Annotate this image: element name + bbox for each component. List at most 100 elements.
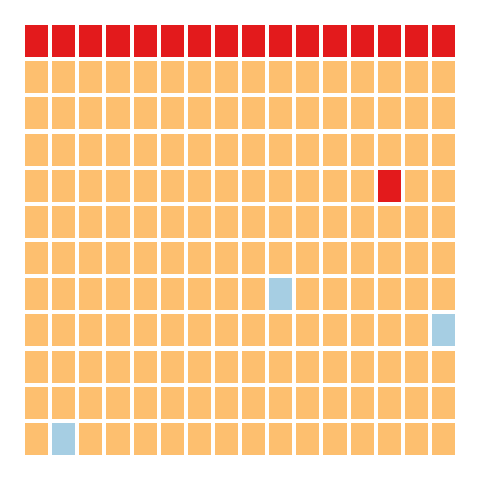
grid-cell-r1-c11[interactable] xyxy=(323,61,347,94)
grid-cell-r4-c4[interactable] xyxy=(133,169,157,202)
grid-cell-r2-c2[interactable] xyxy=(79,97,103,130)
grid-cell-r9-c7[interactable] xyxy=(214,350,238,383)
grid-cell-r3-c0[interactable] xyxy=(25,133,49,166)
grid-cell-r11-c0[interactable] xyxy=(25,422,49,455)
grid-cell-r3-c3[interactable] xyxy=(106,133,130,166)
grid-cell-r9-c8[interactable] xyxy=(242,350,266,383)
grid-cell-r7-c5[interactable] xyxy=(160,278,184,311)
grid-cell-r3-c9[interactable] xyxy=(269,133,293,166)
grid-cell-r3-c13[interactable] xyxy=(377,133,401,166)
grid-cell-r6-c15[interactable] xyxy=(431,242,455,275)
grid-cell-r1-c3[interactable] xyxy=(106,61,130,94)
grid-cell-r8-c6[interactable] xyxy=(187,314,211,347)
grid-cell-r0-c6-red[interactable] xyxy=(187,25,211,58)
grid-cell-r0-c9-red[interactable] xyxy=(269,25,293,58)
grid-cell-r11-c3[interactable] xyxy=(106,422,130,455)
grid-cell-r0-c1-red[interactable] xyxy=(52,25,76,58)
grid-cell-r9-c5[interactable] xyxy=(160,350,184,383)
grid-cell-r1-c4[interactable] xyxy=(133,61,157,94)
grid-cell-r4-c15[interactable] xyxy=(431,169,455,202)
grid-cell-r10-c8[interactable] xyxy=(242,386,266,419)
grid-cell-r10-c11[interactable] xyxy=(323,386,347,419)
grid-cell-r7-c11[interactable] xyxy=(323,278,347,311)
grid-cell-r8-c10[interactable] xyxy=(296,314,320,347)
grid-cell-r3-c11[interactable] xyxy=(323,133,347,166)
grid-cell-r4-c10[interactable] xyxy=(296,169,320,202)
grid-cell-r4-c12[interactable] xyxy=(350,169,374,202)
grid-cell-r6-c5[interactable] xyxy=(160,242,184,275)
grid-cell-r10-c10[interactable] xyxy=(296,386,320,419)
grid-cell-r3-c12[interactable] xyxy=(350,133,374,166)
grid-cell-r5-c11[interactable] xyxy=(323,205,347,238)
grid-cell-r1-c13[interactable] xyxy=(377,61,401,94)
grid-cell-r1-c9[interactable] xyxy=(269,61,293,94)
grid-cell-r11-c13[interactable] xyxy=(377,422,401,455)
grid-cell-r6-c12[interactable] xyxy=(350,242,374,275)
grid-cell-r10-c9[interactable] xyxy=(269,386,293,419)
grid-cell-r11-c10[interactable] xyxy=(296,422,320,455)
grid-cell-r1-c10[interactable] xyxy=(296,61,320,94)
grid-cell-r4-c14[interactable] xyxy=(404,169,428,202)
grid-cell-r3-c7[interactable] xyxy=(214,133,238,166)
grid-cell-r5-c3[interactable] xyxy=(106,205,130,238)
grid-cell-r5-c9[interactable] xyxy=(269,205,293,238)
grid-cell-r7-c0[interactable] xyxy=(25,278,49,311)
grid-cell-r10-c4[interactable] xyxy=(133,386,157,419)
grid-cell-r2-c1[interactable] xyxy=(52,97,76,130)
grid-cell-r11-c2[interactable] xyxy=(79,422,103,455)
grid-cell-r10-c1[interactable] xyxy=(52,386,76,419)
grid-cell-r7-c8[interactable] xyxy=(242,278,266,311)
grid-cell-r7-c15[interactable] xyxy=(431,278,455,311)
grid-cell-r9-c12[interactable] xyxy=(350,350,374,383)
grid-cell-r3-c15[interactable] xyxy=(431,133,455,166)
grid-cell-r7-c4[interactable] xyxy=(133,278,157,311)
grid-cell-r8-c3[interactable] xyxy=(106,314,130,347)
grid-cell-r8-c2[interactable] xyxy=(79,314,103,347)
grid-cell-r4-c13-red[interactable] xyxy=(377,169,401,202)
grid-cell-r2-c4[interactable] xyxy=(133,97,157,130)
grid-cell-r4-c0[interactable] xyxy=(25,169,49,202)
grid-cell-r8-c9[interactable] xyxy=(269,314,293,347)
grid-cell-r10-c2[interactable] xyxy=(79,386,103,419)
grid-cell-r11-c7[interactable] xyxy=(214,422,238,455)
grid-cell-r3-c6[interactable] xyxy=(187,133,211,166)
grid-cell-r1-c15[interactable] xyxy=(431,61,455,94)
grid-cell-r0-c15-red[interactable] xyxy=(431,25,455,58)
grid-cell-r1-c8[interactable] xyxy=(242,61,266,94)
grid-cell-r10-c3[interactable] xyxy=(106,386,130,419)
grid-cell-r1-c14[interactable] xyxy=(404,61,428,94)
grid-cell-r2-c14[interactable] xyxy=(404,97,428,130)
grid-cell-r4-c2[interactable] xyxy=(79,169,103,202)
grid-cell-r4-c1[interactable] xyxy=(52,169,76,202)
grid-cell-r5-c5[interactable] xyxy=(160,205,184,238)
grid-cell-r11-c11[interactable] xyxy=(323,422,347,455)
grid-cell-r2-c11[interactable] xyxy=(323,97,347,130)
grid-cell-r0-c8-red[interactable] xyxy=(242,25,266,58)
grid-cell-r1-c5[interactable] xyxy=(160,61,184,94)
grid-cell-r7-c1[interactable] xyxy=(52,278,76,311)
grid-cell-r10-c13[interactable] xyxy=(377,386,401,419)
grid-cell-r2-c12[interactable] xyxy=(350,97,374,130)
grid-cell-r10-c7[interactable] xyxy=(214,386,238,419)
grid-cell-r0-c12-red[interactable] xyxy=(350,25,374,58)
grid-cell-r2-c8[interactable] xyxy=(242,97,266,130)
grid-cell-r6-c8[interactable] xyxy=(242,242,266,275)
grid-cell-r0-c14-red[interactable] xyxy=(404,25,428,58)
grid-cell-r2-c3[interactable] xyxy=(106,97,130,130)
grid-cell-r0-c4-red[interactable] xyxy=(133,25,157,58)
grid-cell-r5-c15[interactable] xyxy=(431,205,455,238)
grid-cell-r6-c3[interactable] xyxy=(106,242,130,275)
grid-cell-r4-c6[interactable] xyxy=(187,169,211,202)
grid-cell-r4-c8[interactable] xyxy=(242,169,266,202)
grid-cell-r2-c0[interactable] xyxy=(25,97,49,130)
grid-cell-r0-c2-red[interactable] xyxy=(79,25,103,58)
grid-cell-r6-c2[interactable] xyxy=(79,242,103,275)
grid-cell-r7-c6[interactable] xyxy=(187,278,211,311)
grid-cell-r9-c4[interactable] xyxy=(133,350,157,383)
grid-cell-r0-c10-red[interactable] xyxy=(296,25,320,58)
grid-cell-r9-c2[interactable] xyxy=(79,350,103,383)
grid-cell-r9-c0[interactable] xyxy=(25,350,49,383)
grid-cell-r8-c12[interactable] xyxy=(350,314,374,347)
grid-cell-r6-c4[interactable] xyxy=(133,242,157,275)
grid-cell-r1-c0[interactable] xyxy=(25,61,49,94)
